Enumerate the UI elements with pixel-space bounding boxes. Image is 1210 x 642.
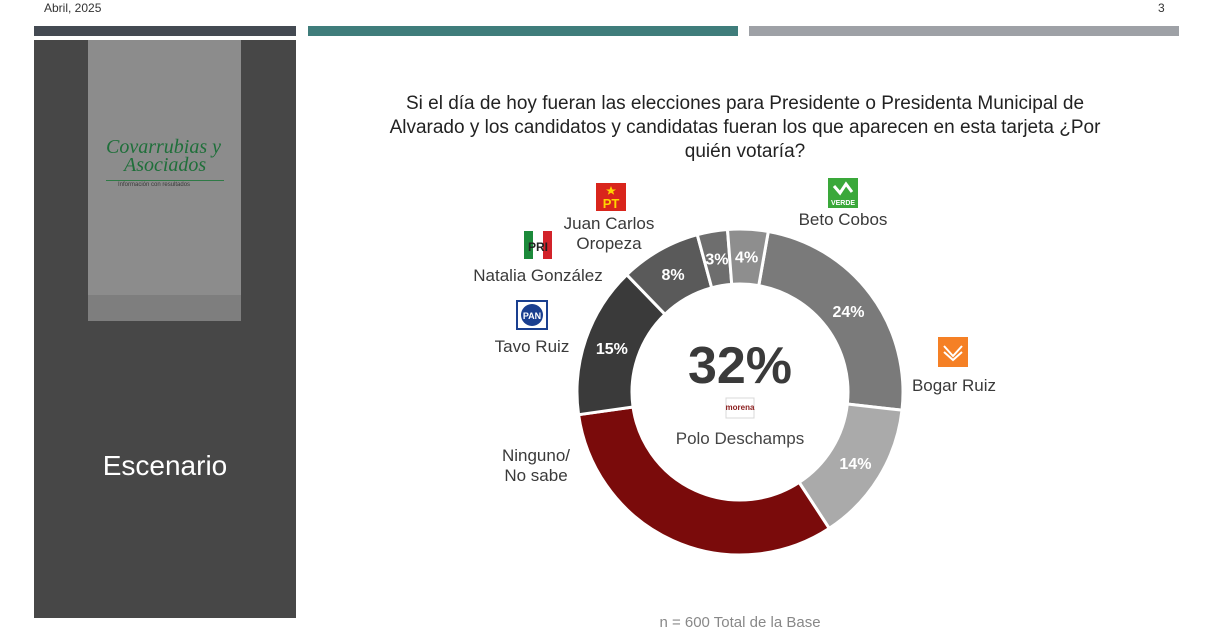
candidate-label-ninguno-no-sabe: Ninguno/No sabe	[502, 446, 570, 485]
candidate-label-juan-carlos-oropeza: Juan Carlos Oropeza	[564, 214, 655, 253]
party-logos: PT VERDE PRI PAN morena	[516, 178, 968, 419]
header-bar-right	[749, 26, 1179, 36]
header-bar-left	[34, 26, 296, 36]
svg-text:VERDE: VERDE	[831, 200, 855, 207]
svg-text:PAN: PAN	[523, 311, 541, 321]
sidebar: Covarrubias y Asociados Información con …	[34, 40, 296, 618]
page-number: 3	[1158, 1, 1165, 15]
candidate-label-bogar-ruiz: Bogar Ruiz	[912, 376, 996, 395]
verde-logo-icon: VERDE	[828, 178, 858, 208]
logo-strip	[88, 295, 241, 321]
value-label-natalia-gonzalez: 3%	[705, 251, 728, 268]
logo-divider	[106, 180, 224, 181]
slice-beto-cobos	[757, 229, 905, 412]
candidate-labels: Beto Cobos Bogar Ruiz Ninguno/No sabe Tavo …	[473, 210, 996, 485]
header-bar-center	[308, 26, 738, 36]
svg-text:PT: PT	[603, 196, 620, 211]
svg-text:PRI: PRI	[528, 240, 548, 254]
value-label-bogar-ruiz: 14%	[839, 456, 871, 473]
morena-logo-icon: morena	[725, 397, 755, 419]
center-value: 32%	[688, 337, 792, 395]
pan-logo-icon: PAN	[516, 300, 548, 330]
scenario-label: Escenario	[102, 450, 228, 481]
slice-polo-deschamps	[576, 405, 832, 557]
survey-question: Si el día de hoy fueran las elecciones p…	[389, 93, 1101, 162]
value-label-tavo-ruiz: 8%	[662, 267, 685, 284]
value-label-beto-cobos: 24%	[832, 304, 864, 321]
center-label: Polo Deschamps	[676, 429, 805, 448]
pt-logo-icon: PT	[596, 183, 626, 211]
value-label-juan-carlos-oropeza: 4%	[735, 250, 758, 267]
sample-footnote: n = 600 Total de la Base	[659, 614, 821, 631]
candidate-label-tavo-ruiz: Tavo Ruiz	[495, 337, 570, 356]
report-date: Abril, 2025	[44, 1, 102, 15]
mc-logo-icon	[938, 337, 968, 367]
candidate-label-beto-cobos: Beto Cobos	[799, 210, 888, 229]
pri-logo-icon: PRI	[524, 231, 552, 259]
donut-slices	[575, 227, 905, 557]
slice-juan-carlos-oropeza	[725, 227, 771, 288]
value-labels: 24% 14% 15% 8% 3% 4%	[596, 250, 872, 473]
logo-line-1: Covarrubias y	[106, 136, 221, 158]
candidate-label-natalia-gonzalez: Natalia González	[473, 266, 602, 285]
svg-text:morena: morena	[726, 403, 755, 412]
value-label-ninguno-no-sabe: 15%	[596, 341, 628, 358]
company-logo: Covarrubias y Asociados Información con …	[88, 40, 241, 295]
logo-line-2: Asociados	[124, 154, 207, 176]
logo-tagline: Información con resultados	[118, 182, 191, 188]
